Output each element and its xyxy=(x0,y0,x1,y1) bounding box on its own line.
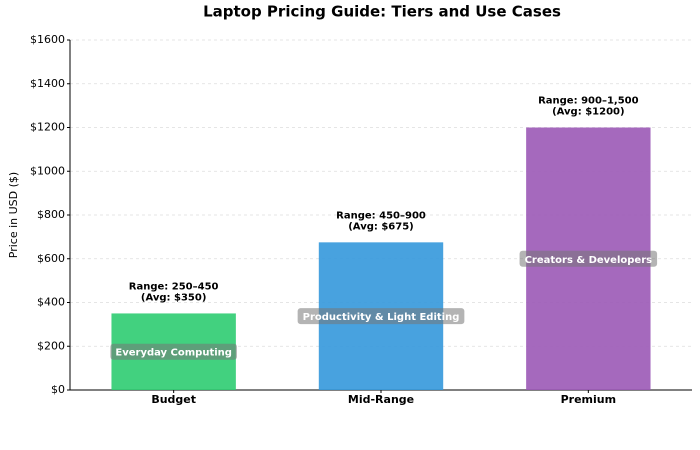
value-label: (Avg: $350) xyxy=(141,292,207,303)
y-tick-label: $400 xyxy=(37,296,65,309)
use-case-box xyxy=(297,308,465,325)
y-tick-label: $200 xyxy=(37,339,65,352)
y-tick-label: $1600 xyxy=(30,33,65,46)
use-case-label: Everyday Computing xyxy=(115,348,232,359)
use-case-label: Creators & Developers xyxy=(525,255,653,266)
value-label: (Avg: $675) xyxy=(348,221,414,232)
range-label: Range: 450–900 xyxy=(336,210,426,221)
use-case-box xyxy=(519,250,658,267)
x-tick-label: Premium xyxy=(561,393,616,406)
range-label: Range: 900–1,500 xyxy=(538,96,639,107)
y-tick-label: $1400 xyxy=(30,77,65,90)
x-tick-label: Budget xyxy=(151,393,196,406)
x-tick-label: Mid-Range xyxy=(348,393,414,406)
y-tick-label: $1200 xyxy=(30,121,65,134)
y-tick-label: $600 xyxy=(37,252,65,265)
y-tick-label: $800 xyxy=(37,208,65,221)
y-axis-label: Price in USD ($) xyxy=(7,172,20,258)
y-tick-label: $0 xyxy=(51,383,65,396)
y-tick-label: $1000 xyxy=(30,164,65,177)
value-label: (Avg: $1200) xyxy=(552,107,624,118)
use-case-label: Productivity & Light Editing xyxy=(303,312,460,323)
use-case-box xyxy=(110,343,237,360)
chart-title: Laptop Pricing Guide: Tiers and Use Case… xyxy=(203,3,561,21)
range-label: Range: 250–450 xyxy=(129,281,219,292)
